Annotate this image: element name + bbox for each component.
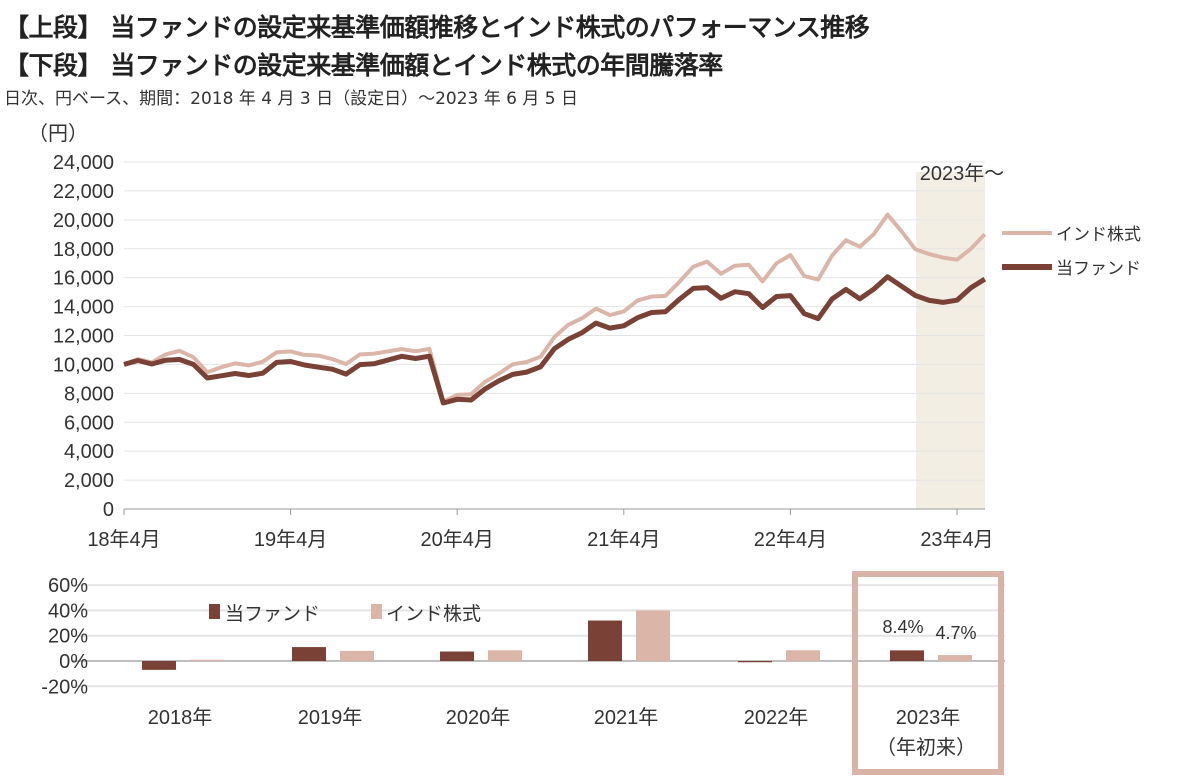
bar-index <box>636 610 670 661</box>
bar-index <box>340 650 374 661</box>
x-tick-label: 21年4月 <box>587 528 660 551</box>
bar-fund <box>738 661 772 663</box>
x-tick-label: 20年4月 <box>421 528 494 551</box>
y-tick-label: 18,000 <box>53 239 114 261</box>
bar-fund <box>440 651 474 661</box>
x-category-label: 2019年 <box>298 706 363 729</box>
legend-label-index: インド株式 <box>386 603 481 625</box>
x-category-label: 2022年 <box>744 706 809 729</box>
y-tick-label: 2,000 <box>64 470 114 492</box>
x-tick-label: 22年4月 <box>754 528 827 551</box>
bar-index <box>786 650 820 661</box>
y-tick-label: 10,000 <box>53 354 114 376</box>
y-tick-label: 16,000 <box>53 268 114 290</box>
title-line-1: 【上段】 当ファンドの設定来基準価額推移とインド株式のパフォーマンス推移 <box>4 13 870 42</box>
x-tick-label: 19年4月 <box>254 528 327 551</box>
y-tick-label: 12,000 <box>53 326 114 348</box>
x-tick-label: 18年4月 <box>87 528 160 551</box>
highlight-2023-frame <box>852 571 1004 775</box>
bar-index <box>190 659 224 661</box>
line-series-index <box>123 212 987 404</box>
legend-label-fund: 当ファンド <box>1056 259 1141 278</box>
shaded-2023-region <box>916 172 985 509</box>
y-tick-label: 20,000 <box>53 210 114 232</box>
x-tick-label: 23年4月 <box>920 528 993 551</box>
bar-fund <box>588 620 622 661</box>
bar-fund <box>890 650 924 661</box>
x-category-label: 2018年 <box>148 706 213 729</box>
x-category-label: 2021年 <box>594 706 659 729</box>
bar-fund <box>142 661 176 670</box>
bar-index <box>488 650 522 661</box>
title-line-2: 【下段】 当ファンドの設定来基準価額とインド株式の年間騰落率 <box>4 51 723 80</box>
y-tick-label: 6,000 <box>64 412 114 434</box>
y-axis-unit: （円） <box>28 122 88 145</box>
bar-index <box>938 655 972 661</box>
shaded-region-label: 2023年～ <box>920 162 1005 185</box>
y-tick-label: 40% <box>48 600 88 622</box>
y-tick-label: 60% <box>48 575 88 597</box>
y-tick-label: 14,000 <box>53 297 114 319</box>
y-tick-label: 20% <box>48 626 88 648</box>
y-tick-label: 22,000 <box>53 181 114 203</box>
x-category-label: 2020年 <box>446 706 511 729</box>
x-category-note: （年初来） <box>876 736 976 759</box>
data-label-index: 4.7% <box>935 623 976 643</box>
x-category-label: 2023年 <box>896 706 961 729</box>
bar-fund <box>292 647 326 661</box>
data-label-fund: 8.4% <box>882 617 923 637</box>
y-tick-label: 0% <box>59 651 88 673</box>
legend-swatch-index <box>371 604 382 619</box>
legend-label-index: インド株式 <box>1056 225 1141 244</box>
y-tick-label: -20% <box>41 676 88 698</box>
y-tick-label: 0 <box>103 499 114 521</box>
legend-label-fund: 当ファンド <box>225 603 320 625</box>
y-tick-label: 4,000 <box>64 441 114 463</box>
legend-swatch-fund <box>209 604 220 619</box>
subtitle: 日次、円ベース、期間：2018 年 4 月 3 日（設定日）～2023 年 6 … <box>4 89 578 109</box>
y-tick-label: 8,000 <box>64 383 114 405</box>
line-series-fund <box>123 274 987 406</box>
y-tick-label: 24,000 <box>53 152 114 174</box>
